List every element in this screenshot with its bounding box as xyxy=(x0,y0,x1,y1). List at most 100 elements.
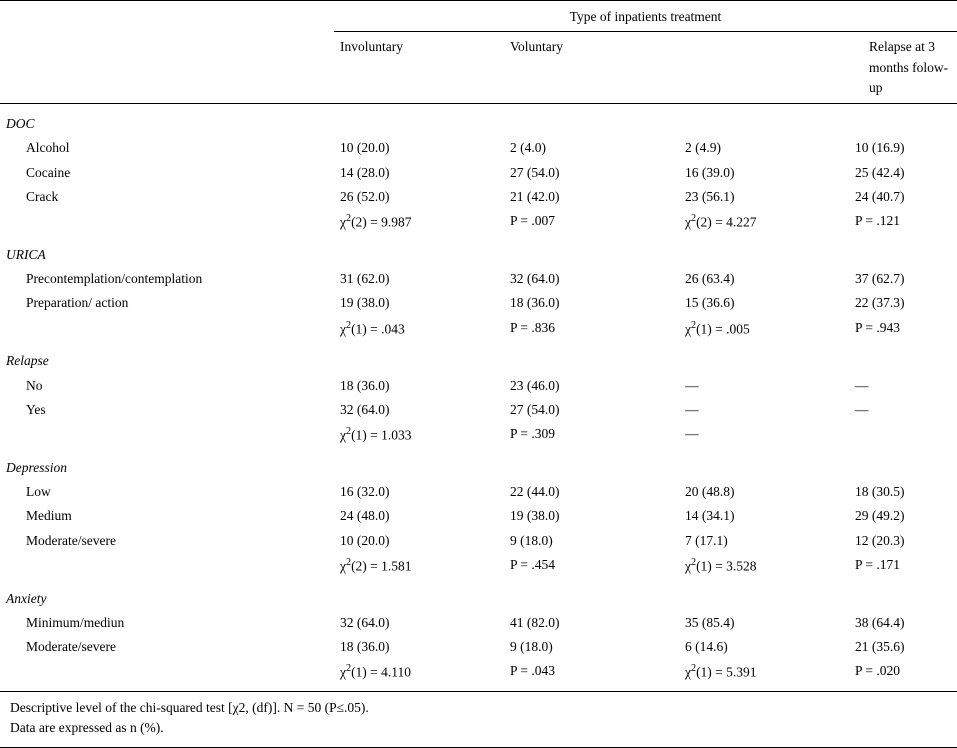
row-label: Moderate/severe xyxy=(0,529,334,553)
cell-value: 16 (32.0) xyxy=(334,480,504,504)
cell-value: 10 (16.9) xyxy=(849,136,957,160)
cell-value: 29 (49.2) xyxy=(849,504,957,528)
stat-cell: P = .836 xyxy=(504,316,679,342)
cell-value: 2 (4.9) xyxy=(679,136,849,160)
row-label: Precontemplation/contemplation xyxy=(0,267,334,291)
table-row: Crack26 (52.0)21 (42.0)23 (56.1)24 (40.7… xyxy=(0,185,957,209)
stat-empty xyxy=(0,316,334,342)
table-row: Medium24 (48.0)19 (38.0)14 (34.1)29 (49.… xyxy=(0,504,957,528)
table-row: Minimum/mediun32 (64.0)41 (82.0)35 (85.4… xyxy=(0,611,957,635)
stat-cell: χ2(2) = 1.581 xyxy=(334,553,504,579)
cell-value: 27 (54.0) xyxy=(504,398,679,422)
cell-value: — xyxy=(849,374,957,398)
cell-value: 6 (14.6) xyxy=(679,635,849,659)
section-title-relapse: Relapse xyxy=(0,341,957,373)
stat-row: χ2(1) = 4.110P = .043χ2(1) = 5.391P = .0… xyxy=(0,659,957,691)
cell-value: 21 (42.0) xyxy=(504,185,679,209)
header-empty xyxy=(0,1,334,32)
cell-value: 19 (38.0) xyxy=(334,291,504,315)
table-row: Yes32 (64.0)27 (54.0)—— xyxy=(0,398,957,422)
cell-value: 16 (39.0) xyxy=(679,161,849,185)
stat-empty xyxy=(0,553,334,579)
header-relapse-followup: Relapse at 3 months folow-up xyxy=(679,32,957,104)
table-row: Moderate/severe10 (20.0)9 (18.0)7 (17.1)… xyxy=(0,529,957,553)
header-involuntary: Involuntary xyxy=(334,32,504,104)
row-label: Preparation/ action xyxy=(0,291,334,315)
cell-value: 27 (54.0) xyxy=(504,161,679,185)
stat-empty xyxy=(0,659,334,691)
cell-value: 32 (64.0) xyxy=(334,611,504,635)
cell-value: 35 (85.4) xyxy=(679,611,849,635)
stat-cell: P = .007 xyxy=(504,209,679,235)
cell-value: 9 (18.0) xyxy=(504,529,679,553)
cell-value: 24 (40.7) xyxy=(849,185,957,209)
stat-cell: χ2(1) = 4.110 xyxy=(334,659,504,691)
cell-value: 7 (17.1) xyxy=(679,529,849,553)
cell-value: 23 (46.0) xyxy=(504,374,679,398)
cell-value: 41 (82.0) xyxy=(504,611,679,635)
stat-cell: χ2(1) = 5.391 xyxy=(679,659,849,691)
cell-value: 20 (48.8) xyxy=(679,480,849,504)
cell-value: 2 (4.0) xyxy=(504,136,679,160)
cell-value: 10 (20.0) xyxy=(334,136,504,160)
cell-value: 9 (18.0) xyxy=(504,635,679,659)
table-body: DOCAlcohol10 (20.0)2 (4.0)2 (4.9)10 (16.… xyxy=(0,104,957,692)
cell-value: 25 (42.4) xyxy=(849,161,957,185)
statistics-table: Type of inpatients treatment Involuntary… xyxy=(0,1,957,691)
table-row: Moderate/severe18 (36.0)9 (18.0)6 (14.6)… xyxy=(0,635,957,659)
cell-value: 10 (20.0) xyxy=(334,529,504,553)
table-row: Precontemplation/contemplation31 (62.0)3… xyxy=(0,267,957,291)
table-header: Type of inpatients treatment Involuntary… xyxy=(0,1,957,104)
header-voluntary: Voluntary xyxy=(504,32,679,104)
stat-cell: χ2(1) = 3.528 xyxy=(679,553,849,579)
table-row: Cocaine14 (28.0)27 (54.0)16 (39.0)25 (42… xyxy=(0,161,957,185)
section-title-doc: DOC xyxy=(0,104,957,137)
table-footnotes: Descriptive level of the chi-squared tes… xyxy=(0,691,957,747)
footnote-line-1: Descriptive level of the chi-squared tes… xyxy=(10,698,947,718)
header-label-col xyxy=(0,32,334,104)
stat-cell: P = .020 xyxy=(849,659,957,691)
row-label: Medium xyxy=(0,504,334,528)
cell-value: 24 (48.0) xyxy=(334,504,504,528)
cell-value: 26 (52.0) xyxy=(334,185,504,209)
stat-cell: χ2(1) = .005 xyxy=(679,316,849,342)
stat-cell: P = .043 xyxy=(504,659,679,691)
cell-value: 22 (37.3) xyxy=(849,291,957,315)
cell-value: — xyxy=(849,398,957,422)
cell-value: 14 (28.0) xyxy=(334,161,504,185)
row-label: Moderate/severe xyxy=(0,635,334,659)
cell-value: 23 (56.1) xyxy=(679,185,849,209)
stat-row: χ2(2) = 1.581P = .454χ2(1) = 3.528P = .1… xyxy=(0,553,957,579)
stat-empty xyxy=(0,422,334,448)
cell-value: 19 (38.0) xyxy=(504,504,679,528)
section-title-depression: Depression xyxy=(0,448,957,480)
table-row: Low16 (32.0)22 (44.0)20 (48.8)18 (30.5) xyxy=(0,480,957,504)
stat-cell: P = .309 xyxy=(504,422,679,448)
stat-row: χ2(1) = .043P = .836χ2(1) = .005P = .943 xyxy=(0,316,957,342)
cell-value: — xyxy=(679,398,849,422)
row-label: Cocaine xyxy=(0,161,334,185)
cell-value: 18 (36.0) xyxy=(504,291,679,315)
stat-cell: χ2(1) = .043 xyxy=(334,316,504,342)
header-spanning: Type of inpatients treatment xyxy=(334,1,957,32)
cell-value: 18 (30.5) xyxy=(849,480,957,504)
cell-value: 18 (36.0) xyxy=(334,635,504,659)
cell-value: 21 (35.6) xyxy=(849,635,957,659)
stat-row: χ2(2) = 9.987P = .007χ2(2) = 4.227P = .1… xyxy=(0,209,957,235)
row-label: Alcohol xyxy=(0,136,334,160)
cell-value: 18 (36.0) xyxy=(334,374,504,398)
cell-value: 26 (63.4) xyxy=(679,267,849,291)
footnote-line-2: Data are expressed as n (%). xyxy=(10,718,947,738)
table-row: Alcohol10 (20.0)2 (4.0)2 (4.9)10 (16.9) xyxy=(0,136,957,160)
row-label: Low xyxy=(0,480,334,504)
stat-cell xyxy=(849,422,957,448)
stat-row: χ2(1) = 1.033P = .309— xyxy=(0,422,957,448)
row-label: Crack xyxy=(0,185,334,209)
stat-cell: P = .454 xyxy=(504,553,679,579)
cell-value: 37 (62.7) xyxy=(849,267,957,291)
statistics-table-container: Type of inpatients treatment Involuntary… xyxy=(0,0,957,748)
stat-cell: χ2(1) = 1.033 xyxy=(334,422,504,448)
cell-value: 32 (64.0) xyxy=(334,398,504,422)
stat-cell: χ2(2) = 9.987 xyxy=(334,209,504,235)
row-label: Minimum/mediun xyxy=(0,611,334,635)
